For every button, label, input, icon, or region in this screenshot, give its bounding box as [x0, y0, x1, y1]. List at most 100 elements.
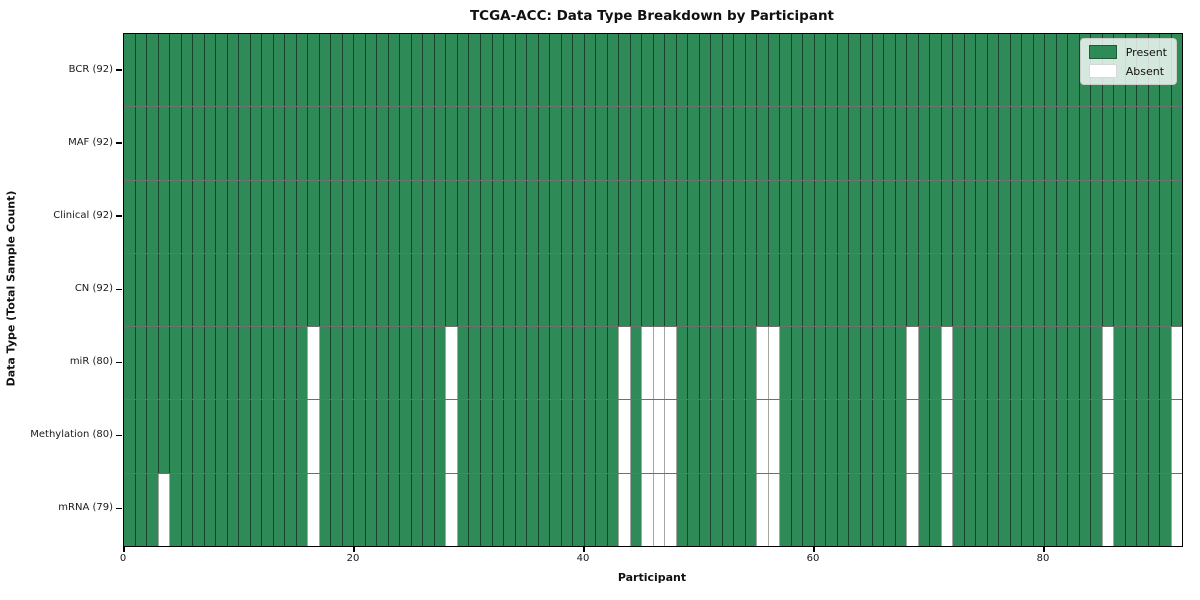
- present-cell: [583, 34, 596, 107]
- present-cell: [802, 327, 814, 400]
- present-cell: [238, 400, 250, 473]
- present-cell: [1009, 107, 1022, 180]
- present-cell: [318, 473, 331, 546]
- absent-cell: [652, 473, 665, 546]
- present-cell: [1009, 180, 1022, 253]
- xtick-label-60: 60: [806, 553, 820, 564]
- present-cell: [330, 400, 342, 473]
- present-cell: [192, 473, 204, 546]
- present-cell: [1113, 253, 1125, 327]
- present-cell: [330, 253, 342, 327]
- present-cell: [341, 473, 354, 546]
- present-cell: [986, 180, 999, 253]
- present-cell: [998, 34, 1010, 107]
- present-cell: [894, 34, 907, 107]
- present-cell: [387, 253, 400, 327]
- present-cell: [1078, 107, 1091, 180]
- present-cell: [491, 180, 504, 253]
- present-cell: [238, 253, 250, 327]
- present-cell: [572, 327, 584, 400]
- present-cell: [871, 180, 884, 253]
- present-cell: [1044, 34, 1056, 107]
- present-cell: [710, 34, 722, 107]
- present-cell: [802, 107, 814, 180]
- present-cell: [687, 473, 699, 546]
- present-cell: [687, 400, 699, 473]
- present-cell: [422, 400, 434, 473]
- present-cell: [790, 473, 803, 546]
- present-cell: [284, 34, 296, 107]
- present-cell: [618, 180, 630, 253]
- absent-cell: [756, 327, 768, 400]
- present-cell: [422, 327, 434, 400]
- present-cell: [917, 34, 930, 107]
- present-cell: [629, 400, 642, 473]
- present-cell: [491, 107, 504, 180]
- present-cell: [503, 34, 515, 107]
- absent-cell: [618, 327, 630, 400]
- present-cell: [825, 400, 837, 473]
- legend-present-swatch: [1088, 45, 1117, 59]
- present-cell: [468, 327, 480, 400]
- present-cell: [399, 253, 411, 327]
- present-cell: [952, 400, 964, 473]
- present-cell: [687, 327, 699, 400]
- present-cell: [883, 327, 895, 400]
- present-cell: [180, 473, 193, 546]
- present-cell: [767, 180, 780, 253]
- present-cell: [664, 180, 676, 253]
- present-cell: [595, 327, 607, 400]
- present-cell: [802, 180, 814, 253]
- present-cell: [1067, 473, 1079, 546]
- present-cell: [456, 34, 469, 107]
- present-cell: [295, 34, 308, 107]
- present-cell: [341, 107, 354, 180]
- present-cell: [215, 327, 227, 400]
- ytick-label-clinical: Clinical (92): [53, 209, 113, 221]
- ytick-label-maf: MAF (92): [68, 136, 113, 148]
- present-cell: [169, 34, 181, 107]
- present-cell: [272, 180, 285, 253]
- present-cell: [606, 253, 619, 327]
- present-cell: [618, 107, 630, 180]
- ytick-mark: [116, 507, 122, 510]
- present-cell: [399, 34, 411, 107]
- present-cell: [572, 473, 584, 546]
- present-cell: [479, 327, 492, 400]
- present-cell: [376, 107, 388, 180]
- absent-cell: [1101, 327, 1114, 400]
- present-cell: [848, 107, 860, 180]
- present-cell: [261, 34, 273, 107]
- present-cell: [410, 327, 423, 400]
- present-cell: [134, 253, 147, 327]
- present-cell: [353, 473, 365, 546]
- present-cell: [860, 327, 872, 400]
- present-cell: [503, 400, 515, 473]
- present-cell: [422, 34, 434, 107]
- present-cell: [468, 253, 480, 327]
- absent-cell: [445, 400, 457, 473]
- heatmap-row-mir: [124, 326, 1183, 400]
- absent-cell: [1101, 400, 1114, 473]
- absent-cell: [652, 400, 665, 473]
- present-cell: [606, 473, 619, 546]
- heatmap-row-methylation: [124, 399, 1183, 473]
- present-cell: [1147, 107, 1160, 180]
- present-cell: [169, 473, 181, 546]
- present-cell: [836, 327, 849, 400]
- present-cell: [733, 253, 745, 327]
- present-cell: [583, 327, 596, 400]
- present-cell: [675, 400, 688, 473]
- legend-absent-swatch: [1088, 64, 1117, 78]
- present-cell: [929, 253, 941, 327]
- present-cell: [871, 400, 884, 473]
- present-cell: [1009, 327, 1022, 400]
- present-cell: [1159, 327, 1171, 400]
- present-cell: [1159, 107, 1171, 180]
- present-cell: [261, 473, 273, 546]
- absent-cell: [664, 400, 676, 473]
- present-cell: [1009, 400, 1022, 473]
- present-cell: [1159, 473, 1171, 546]
- present-cell: [526, 107, 538, 180]
- present-cell: [813, 473, 826, 546]
